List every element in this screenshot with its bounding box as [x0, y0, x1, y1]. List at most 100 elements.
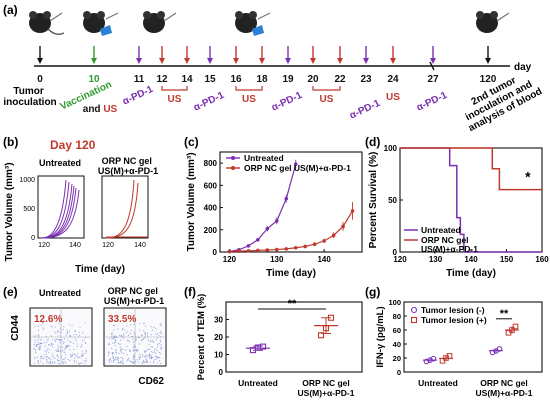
- flow-dot: [63, 358, 65, 360]
- x-category-label: US(M)+α-PD-1: [476, 388, 533, 398]
- flow-dot: [74, 361, 76, 363]
- flow-dot: [39, 360, 42, 362]
- flow-dot: [75, 361, 78, 363]
- panel-g: (g) 0 20 40 60 80 100 Tumor lesion (-)Tumor le…: [365, 285, 543, 398]
- flow-dot: [51, 361, 53, 363]
- flow-dot: [117, 357, 120, 359]
- flow-dot: [111, 347, 113, 350]
- flow-dot: [58, 363, 60, 365]
- flow-dot: [139, 355, 141, 357]
- flow-dot: [34, 339, 36, 341]
- legend-label: Untreated: [244, 153, 284, 163]
- apd1-label: α-PD-1: [192, 90, 226, 114]
- flow-dot: [79, 362, 81, 364]
- us-bracket: [312, 86, 341, 91]
- flow-dot: [156, 333, 158, 335]
- data-point: [430, 355, 437, 362]
- flow-dot: [156, 358, 158, 360]
- legend-marker: [410, 316, 418, 324]
- flow-dot: [126, 325, 128, 327]
- series-line: [229, 164, 297, 253]
- flow-dot: [119, 334, 121, 336]
- flow-dot: [142, 360, 145, 362]
- flow-dot: [81, 346, 83, 348]
- flow-dot: [40, 345, 42, 347]
- flow-dot: [38, 348, 40, 351]
- flow-dot: [78, 331, 80, 333]
- flow-dot: [159, 341, 162, 343]
- flow-dot: [113, 335, 115, 337]
- flow-dot: [62, 363, 64, 365]
- flow-dot: [127, 334, 129, 336]
- y-axis-label: Tumor Volume (mm³): [186, 152, 197, 251]
- flow-dot: [117, 328, 119, 330]
- flow-dot: [73, 353, 75, 355]
- flow-dot: [151, 356, 153, 358]
- flow-dot: [78, 336, 80, 338]
- flow-dot: [122, 348, 124, 350]
- flow-dot: [155, 339, 157, 341]
- flow-dot: [33, 344, 36, 346]
- flow-dot: [107, 351, 109, 353]
- flow-dot: [52, 353, 54, 355]
- tumor-curve-untreated: [41, 189, 80, 239]
- flow-dot: [35, 352, 37, 354]
- panel-label-d: (d): [365, 135, 380, 149]
- flow-dot: [130, 329, 132, 331]
- flow-dot: [36, 343, 38, 345]
- flow-dot: [38, 343, 40, 346]
- flow-dot: [40, 324, 42, 326]
- data-point: [331, 233, 336, 238]
- flow-dot: [148, 343, 150, 345]
- timeline-arrowhead: [310, 58, 316, 64]
- x-tick-label: 130: [429, 255, 443, 264]
- flow-dot: [37, 334, 40, 336]
- flow-dot: [113, 342, 116, 344]
- tumor-curve-treated: [105, 182, 139, 239]
- flow-dot: [143, 350, 146, 352]
- flow-dot: [71, 355, 73, 357]
- y-axis-label: Percent of TEM (%): [196, 294, 207, 381]
- flow-dot: [126, 354, 128, 356]
- flow-dot: [53, 361, 56, 363]
- flow-dot: [135, 361, 137, 363]
- flow-dot: [159, 330, 162, 332]
- panel-b-xtick: 120: [38, 242, 50, 249]
- flow-dot: [154, 351, 156, 353]
- flow-dot: [83, 359, 85, 361]
- flow-dot: [63, 348, 65, 350]
- flow-dot: [70, 335, 72, 337]
- flow-dot: [64, 361, 66, 363]
- panel-b-ylabel: Tumor Volume (mm³): [4, 162, 15, 261]
- label-and-us: and US: [83, 104, 118, 115]
- panel-label-a: (a): [3, 3, 18, 17]
- flow-dot: [144, 352, 146, 354]
- flow-dot: [108, 338, 110, 340]
- plot-frame: [403, 301, 543, 373]
- flow-dot: [68, 330, 71, 332]
- flow-dot: [37, 329, 40, 331]
- x-tick-label: 140: [464, 255, 478, 264]
- flow-dot: [56, 338, 58, 340]
- flow-dot: [66, 346, 68, 348]
- flow-dot: [66, 345, 68, 347]
- flow-dot: [56, 355, 58, 357]
- flow-dot: [141, 354, 143, 356]
- flow-dot: [122, 336, 124, 338]
- flow-dot: [133, 360, 135, 362]
- flow-dot: [48, 343, 50, 346]
- data-point: [509, 327, 515, 333]
- flow-dot: [73, 360, 75, 362]
- flow-dot: [78, 363, 80, 365]
- x-tick-label: 150: [500, 255, 514, 264]
- flow-dot: [69, 360, 71, 362]
- x-tick-label: 120: [223, 255, 237, 264]
- flow-dot: [128, 360, 130, 362]
- flow-dot: [64, 357, 67, 359]
- flow-dot: [133, 332, 135, 334]
- mouse-icon: [476, 11, 510, 33]
- timeline-arrowhead: [337, 58, 343, 64]
- flow-dot: [127, 359, 129, 361]
- flow-dot: [54, 326, 56, 328]
